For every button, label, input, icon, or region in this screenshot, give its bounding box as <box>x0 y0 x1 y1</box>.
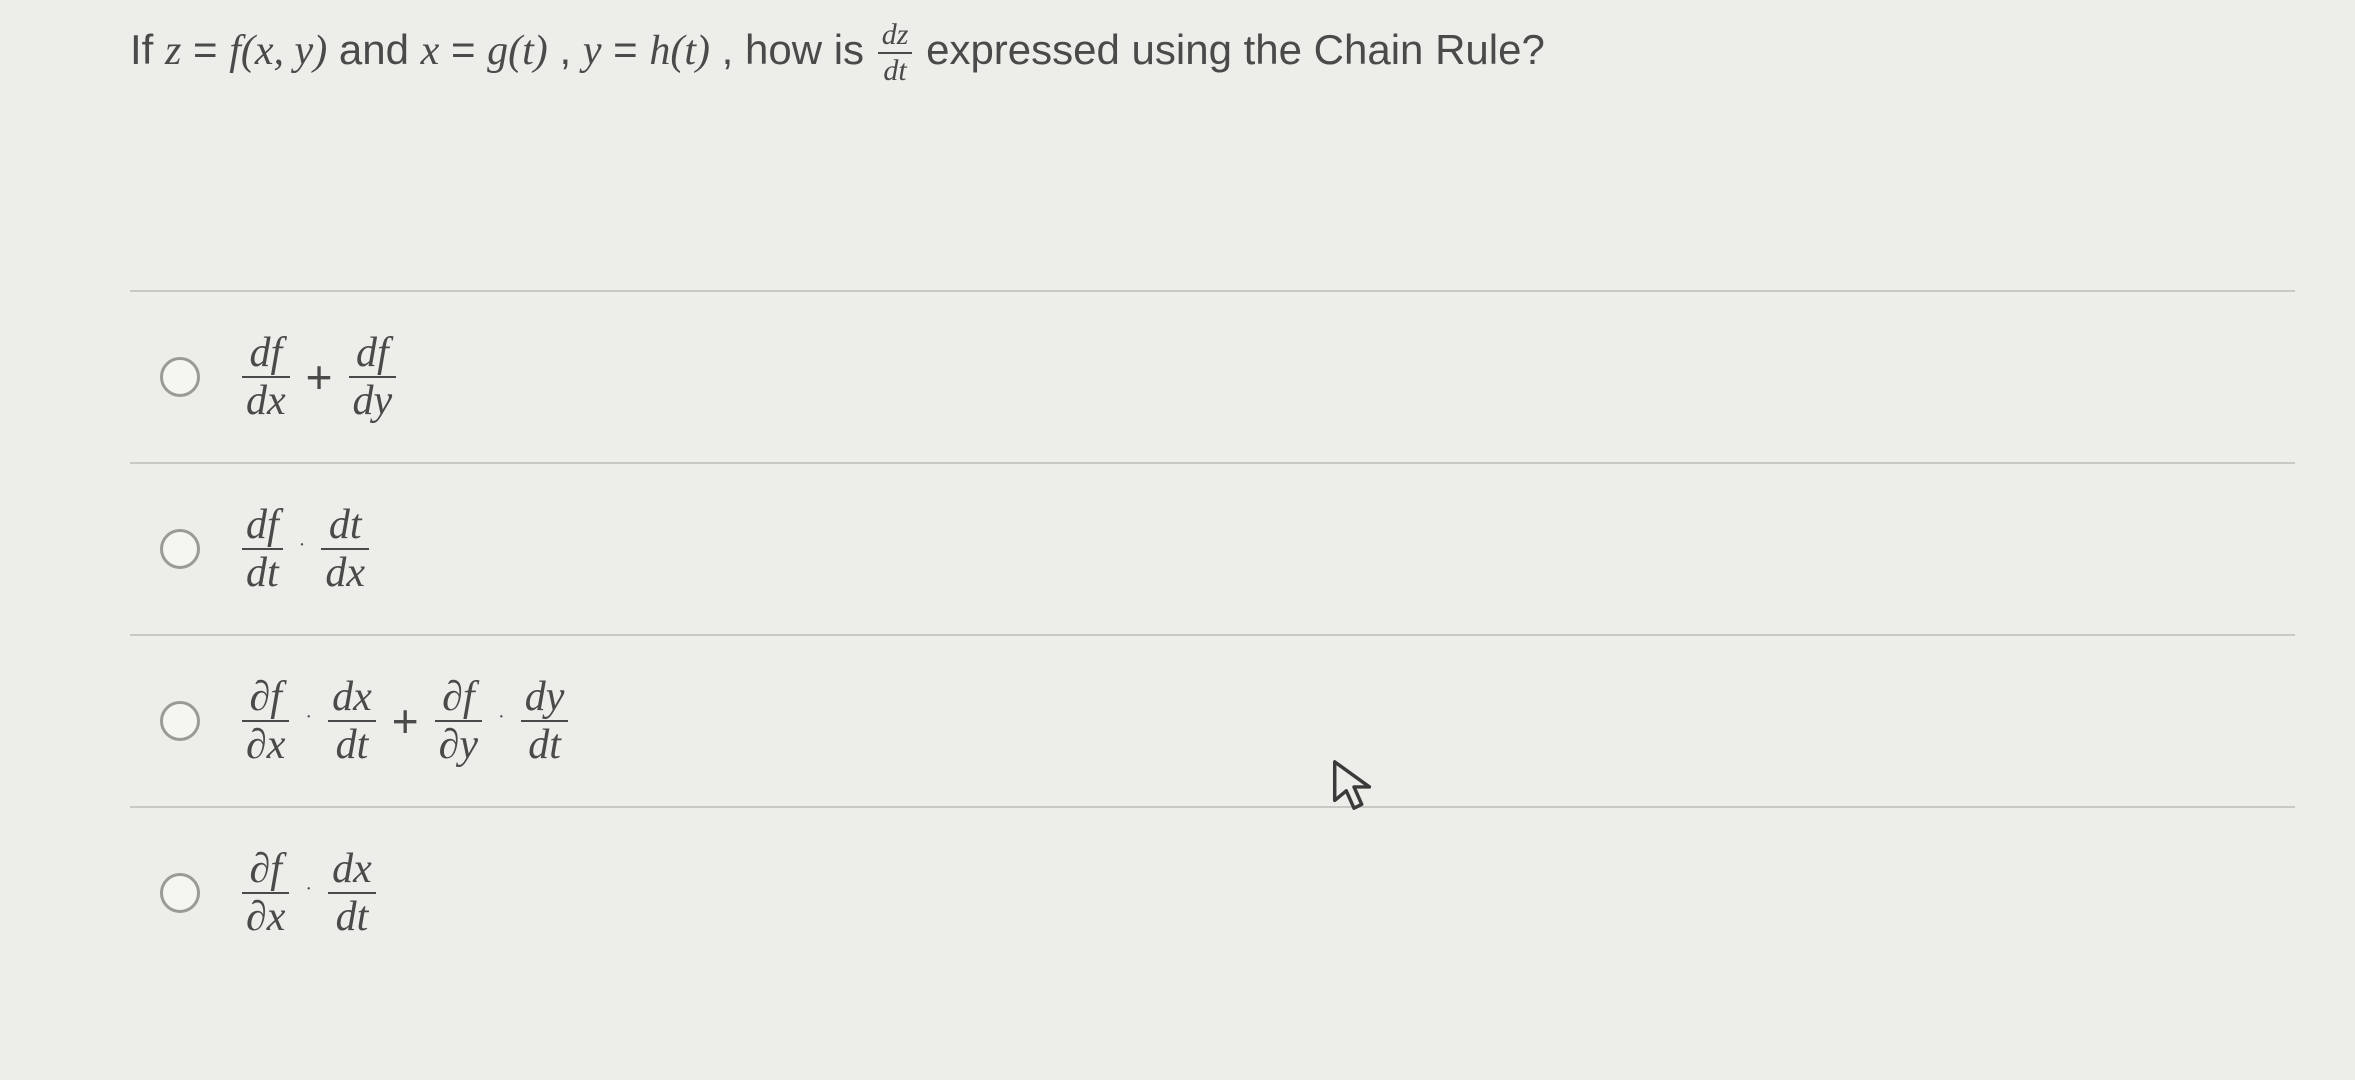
frac-den: ∂x <box>242 894 289 938</box>
radio-button[interactable] <box>160 701 200 741</box>
q-eq1-lhs: z <box>165 28 181 74</box>
frac-num: dt <box>321 504 369 550</box>
question-area: If z = f(x, y) and x = g(t) , y = h(t) ,… <box>130 20 2295 86</box>
frac-den: dx <box>321 550 369 594</box>
option-expression: dfdt · dtdx <box>240 504 371 594</box>
frac-num: dz <box>878 20 913 54</box>
equals-sign: = <box>451 26 487 73</box>
q-eq2-lhs: x <box>421 28 440 74</box>
comma: , <box>559 26 582 73</box>
q-eq2-rhs: g(t) <box>487 28 548 74</box>
frac-num: dx <box>328 848 376 894</box>
q-connector1: and <box>339 26 421 73</box>
multiply-dot: · <box>305 706 312 729</box>
fraction: dfdy <box>349 332 397 422</box>
fraction: dydt <box>521 676 569 766</box>
q-prefix: If <box>130 26 165 73</box>
frac-num: dx <box>328 676 376 722</box>
multiply-dot: · <box>498 706 505 729</box>
q-deriv-frac: dz dt <box>878 20 913 86</box>
option-row[interactable]: dfdt · dtdx <box>130 464 2295 636</box>
option-expression: ∂f∂x·dxdt+∂f∂y·dydt <box>240 676 570 766</box>
fraction: ∂f∂y <box>435 676 482 766</box>
frac-den: dx <box>242 378 290 422</box>
frac-num: ∂f <box>435 676 482 722</box>
frac-den: dt <box>878 54 913 86</box>
fraction: dxdt <box>328 676 376 766</box>
frac-den: dt <box>242 550 283 594</box>
frac-den: dt <box>521 722 569 766</box>
frac-den: ∂x <box>242 722 289 766</box>
frac-num: ∂f <box>242 848 289 894</box>
radio-button[interactable] <box>160 357 200 397</box>
plus-sign: + <box>306 350 333 404</box>
frac-num: df <box>242 332 290 378</box>
frac-num: ∂f <box>242 676 289 722</box>
options-container: dfdx+dfdydfdt·dtdx∂f∂x·dxdt+∂f∂y·dydt∂f∂… <box>130 292 2295 978</box>
option-row[interactable]: ∂f∂x·dxdt+∂f∂y·dydt <box>130 636 2295 808</box>
radio-button[interactable] <box>160 529 200 569</box>
option-expression: dfdx+dfdy <box>240 332 398 422</box>
multiply-dot: · <box>299 534 306 557</box>
multiply-dot: · <box>305 878 312 901</box>
fraction: dtdx <box>321 504 369 594</box>
question-text: If z = f(x, y) and x = g(t) , y = h(t) ,… <box>130 20 2295 86</box>
plus-sign: + <box>392 694 419 748</box>
frac-den: dt <box>328 894 376 938</box>
fraction: ∂f∂x <box>242 676 289 766</box>
options-block: dfdx+dfdydfdt·dtdx∂f∂x·dxdt+∂f∂y·dydt∂f∂… <box>130 290 2295 978</box>
fraction: dfdx <box>242 332 290 422</box>
frac-num: dy <box>521 676 569 722</box>
frac-den: dy <box>349 378 397 422</box>
fraction: dxdt <box>328 848 376 938</box>
frac-num: df <box>349 332 397 378</box>
equals-sign: = <box>613 26 649 73</box>
option-row[interactable]: dfdx+dfdy <box>130 292 2295 464</box>
radio-button[interactable] <box>160 873 200 913</box>
equals-sign: = <box>193 26 229 73</box>
frac-den: ∂y <box>435 722 482 766</box>
frac-num: df <box>242 504 283 550</box>
q-suffix: expressed using the Chain Rule? <box>926 26 1545 73</box>
frac-den: dt <box>328 722 376 766</box>
quiz-page: If z = f(x, y) and x = g(t) , y = h(t) ,… <box>0 0 2355 1080</box>
q-mid: , how is <box>722 26 876 73</box>
fraction: ∂f∂x <box>242 848 289 938</box>
option-row[interactable]: ∂f∂x · dxdt <box>130 808 2295 978</box>
option-expression: ∂f∂x · dxdt <box>240 848 378 938</box>
q-eq3-lhs: y <box>583 28 602 74</box>
q-eq3-rhs: h(t) <box>649 28 710 74</box>
fraction: dfdt <box>242 504 283 594</box>
q-eq1-rhs: f(x, y) <box>229 28 327 74</box>
